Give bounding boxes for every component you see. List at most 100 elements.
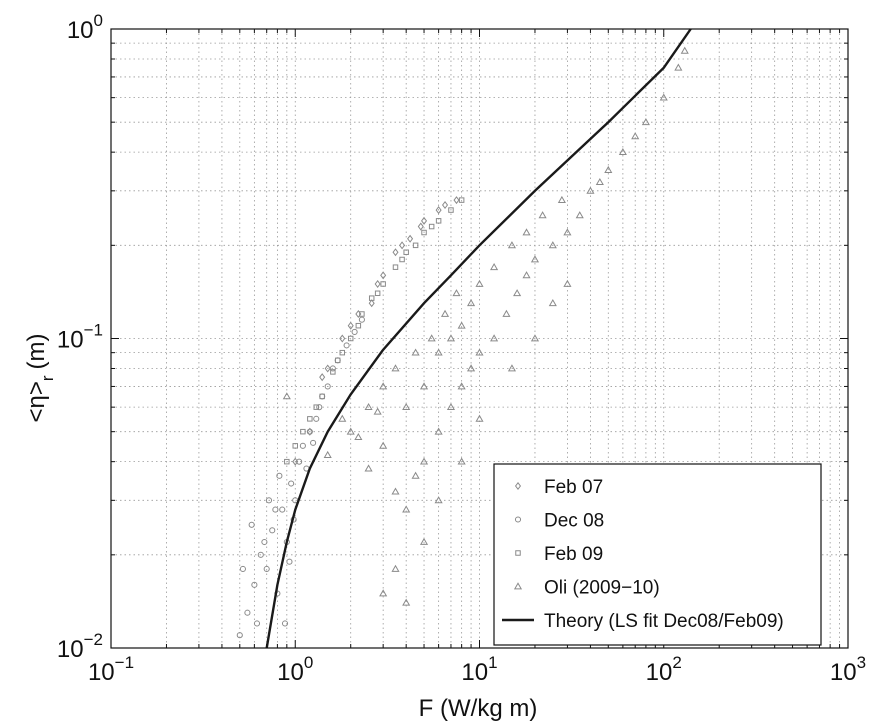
data-point-triangle [595, 177, 604, 186]
data-point-square [300, 428, 306, 435]
data-point-diamond [421, 216, 428, 225]
data-point-triangle [411, 348, 420, 356]
legend-label: Dec 08 [544, 511, 604, 532]
svg-text:<η>r(m): <η>r (m) [23, 333, 57, 422]
data-point-triangle [402, 402, 411, 411]
data-point-diamond [380, 271, 387, 280]
data-point-triangle [604, 165, 613, 174]
legend-item: Oli (2009−10) [513, 578, 660, 599]
legend-label: Feb 09 [544, 544, 603, 565]
data-point-diamond [368, 299, 375, 308]
grid [111, 29, 848, 648]
data-point-circle [316, 404, 323, 411]
legend: Feb 07 Dec 08 Feb 09 Oli (2009−10) Theory (L… [493, 463, 822, 646]
data-point-triangle [427, 334, 436, 342]
data-point-square [412, 242, 419, 249]
data-point-circle [257, 551, 264, 558]
y-tick-label: 10−1 [57, 321, 103, 354]
data-point-triangle [419, 382, 429, 390]
data-point-circle [343, 342, 350, 349]
data-point-circle [261, 538, 268, 546]
data-point-triangle [440, 309, 450, 317]
data-point-circle [299, 442, 306, 449]
x-tick-label: 103 [830, 653, 866, 686]
data-point-triangle [507, 364, 517, 372]
data-point-triangle [391, 487, 400, 495]
data-point-circle [279, 506, 286, 513]
data-point-triangle [457, 321, 466, 329]
data-point-triangle [402, 505, 411, 513]
data-point-triangle [618, 147, 627, 156]
legend-label: Oli (2009−10) [544, 578, 660, 599]
data-point-diamond [374, 279, 381, 289]
data-point-triangle [659, 93, 668, 101]
data-point-square [347, 335, 354, 342]
x-tick-label: 102 [646, 653, 682, 686]
data-point-triangle [457, 382, 466, 390]
data-point-circle [358, 316, 365, 323]
data-point-square [330, 369, 336, 375]
legend-label: Theory (LS fit Dec08/Feb09) [544, 611, 784, 632]
data-point-circle [244, 609, 251, 616]
legend-marker-diamond [514, 481, 522, 491]
data-point-square [399, 256, 405, 263]
data-point-triangle [538, 211, 547, 219]
legend-item: Theory (LS fit Dec08/Feb09) [502, 611, 784, 632]
data-point-circle [269, 527, 276, 534]
x-axis-title: F (W/kg m) [419, 695, 538, 721]
data-point-diamond [407, 234, 414, 243]
data-point-circle [306, 428, 313, 435]
data-point-circle [281, 620, 289, 627]
data-point-circle [253, 620, 261, 627]
data-point-triangle [434, 348, 443, 356]
data-point-square [359, 311, 365, 317]
data-point-triangle [419, 537, 429, 545]
legend-item: Dec 08 [514, 511, 604, 532]
data-point-triangle [586, 186, 595, 194]
data-point-triangle [379, 382, 388, 390]
data-point-triangle [354, 432, 363, 441]
data-point-square [284, 458, 290, 465]
legend-label: Feb 07 [544, 477, 603, 498]
data-point-triangle [475, 414, 484, 422]
data-point-square [380, 281, 386, 287]
data-point-triangle [557, 195, 566, 204]
data-point-triangle [467, 364, 476, 372]
data-point-circle [329, 365, 336, 372]
theory-line [265, 28, 692, 649]
data-point-triangle [364, 402, 373, 411]
data-point-triangle [507, 241, 517, 249]
scatter-points [236, 46, 689, 639]
data-point-triangle [530, 255, 540, 263]
data-point-diamond [453, 196, 460, 205]
data-point-diamond [319, 373, 326, 382]
data-point-diamond [435, 206, 442, 215]
data-point-circle [236, 632, 243, 639]
legend-marker-triangle [513, 582, 523, 590]
data-point-circle [288, 480, 295, 487]
data-point-square [448, 207, 454, 213]
data-point-triangle [563, 279, 572, 287]
data-point-diamond [324, 364, 331, 373]
legend-item: Feb 07 [514, 477, 603, 498]
legend-marker-circle [514, 516, 522, 523]
data-point-square [339, 349, 346, 356]
data-point-circle [324, 383, 331, 390]
data-point-triangle [346, 427, 355, 435]
data-point-triangle [502, 309, 511, 317]
legend-item: Feb 09 [515, 544, 603, 565]
data-point-triangle [513, 289, 522, 297]
data-point-square [392, 264, 399, 270]
legend-box [493, 463, 822, 646]
data-point-square [313, 404, 319, 410]
data-point-square [319, 393, 325, 400]
data-point-square [307, 416, 313, 422]
data-point-triangle [419, 457, 429, 465]
legend-marker-square [515, 550, 521, 556]
data-point-square [421, 229, 427, 236]
data-point-circle [276, 472, 283, 479]
data-point-square [334, 357, 341, 364]
data-point-triangle [575, 211, 584, 219]
data-point-triangle [446, 334, 456, 342]
data-point-circle [313, 415, 320, 422]
